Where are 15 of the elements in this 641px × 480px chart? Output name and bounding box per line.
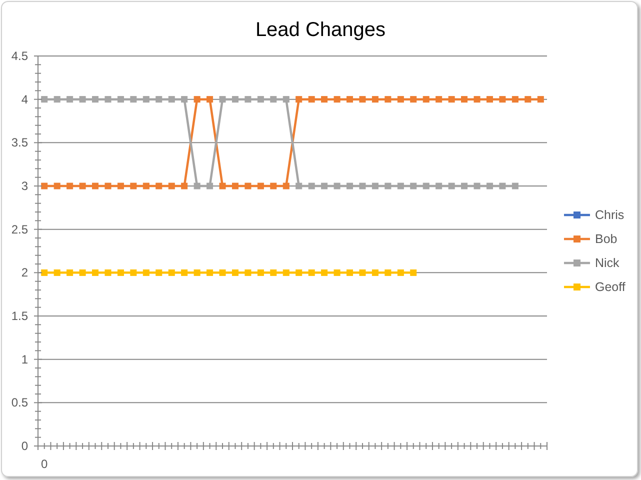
legend-label: Nick (595, 256, 620, 270)
y-tick-label: 3 (21, 179, 28, 193)
y-tick-label: 2.5 (11, 222, 28, 236)
y-tick-label: 4 (21, 92, 28, 106)
y-tick-label: 0 (21, 439, 28, 453)
legend-label: Geoff (595, 280, 626, 294)
legend-label: Bob (595, 232, 618, 246)
y-tick-label: 0.5 (11, 396, 28, 410)
legend-label: Chris (595, 208, 624, 222)
chart-title: Lead Changes (254, 19, 387, 42)
y-tick-label: 4.5 (11, 49, 28, 63)
y-tick-label: 2 (21, 266, 28, 280)
y-tick-label: 1 (21, 352, 28, 366)
y-tick-label: 1.5 (11, 309, 28, 323)
y-tick-label: 3.5 (11, 136, 28, 150)
